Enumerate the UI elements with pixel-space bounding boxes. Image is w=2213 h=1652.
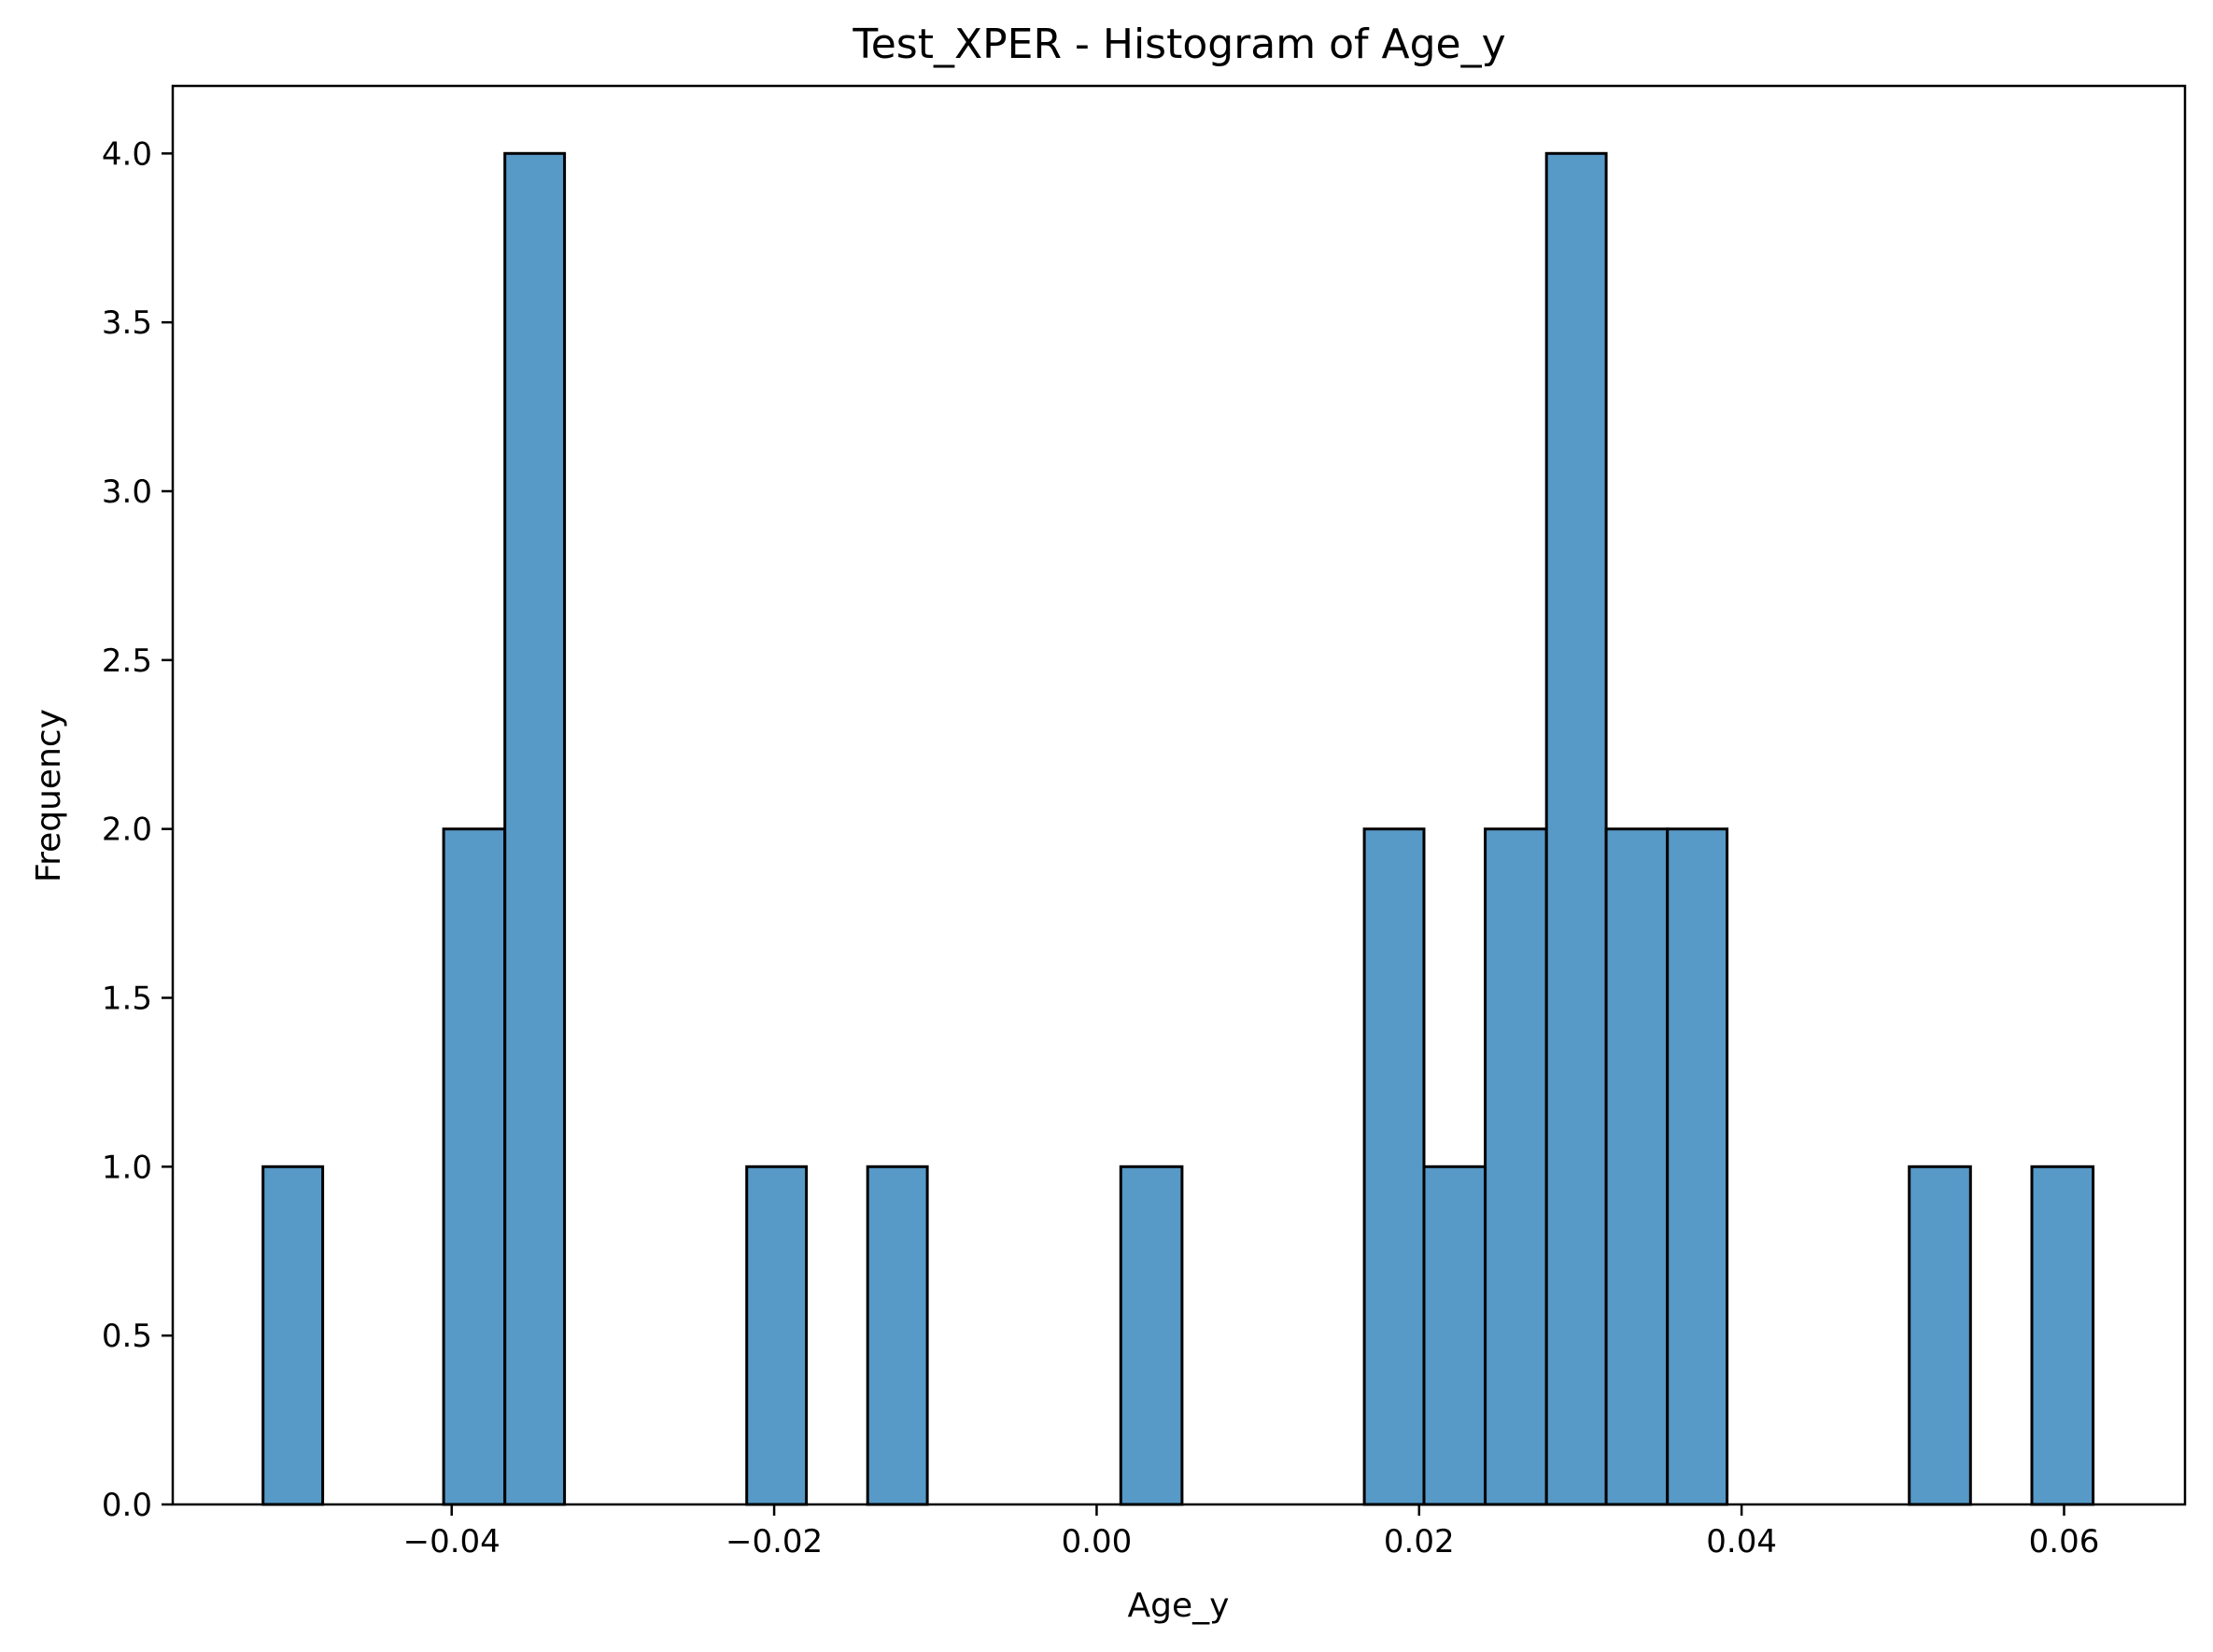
y-tick-label: 2.5 xyxy=(102,642,152,680)
y-ticks-group: 0.0 0.5 1.0 1.5 2.0 2.5 3.0 3.5 4.0 xyxy=(102,135,173,1524)
histogram-bar-20 xyxy=(1484,827,1548,1506)
x-tick-label: 0.00 xyxy=(1062,1523,1133,1560)
y-axis-label: Frequency xyxy=(30,709,68,882)
bars-group xyxy=(261,151,2095,1506)
plot-frame xyxy=(171,84,2187,1506)
y-tick-label: 0.5 xyxy=(102,1318,152,1355)
histogram-bar-19 xyxy=(1422,1165,1487,1506)
histogram-bar-3 xyxy=(442,827,507,1506)
histogram-bar-18 xyxy=(1362,827,1426,1506)
x-ticks-group: −0.04 −0.02 0.00 0.02 0.04 0.06 xyxy=(403,1504,2100,1560)
x-axis-label: Age_y xyxy=(1128,1587,1230,1625)
x-tick-label: 0.02 xyxy=(1384,1523,1455,1560)
histogram-bar-10 xyxy=(866,1165,929,1506)
histogram-bar-21 xyxy=(1544,151,1608,1506)
x-tick-label: 0.06 xyxy=(2029,1523,2100,1560)
histogram-bar-4 xyxy=(503,151,567,1506)
histogram-bar-23 xyxy=(1666,827,1729,1506)
histogram-bar-14 xyxy=(1119,1165,1184,1506)
y-tick-label: 0.0 xyxy=(102,1487,152,1524)
x-tick-label: 0.04 xyxy=(1706,1523,1777,1560)
y-tick-label: 3.5 xyxy=(102,304,152,342)
y-tick-label: 2.0 xyxy=(102,812,152,849)
x-tick-label: −0.02 xyxy=(726,1523,823,1560)
histogram-bar-8 xyxy=(745,1165,809,1506)
chart-title: Test_XPER - Histogram of Age_y xyxy=(852,21,1505,68)
y-tick-label: 3.0 xyxy=(102,473,152,511)
histogram-bar-0 xyxy=(261,1165,325,1506)
histogram-bar-22 xyxy=(1604,827,1670,1506)
y-tick-label: 1.5 xyxy=(102,981,152,1018)
x-tick-label: −0.04 xyxy=(403,1523,500,1560)
y-tick-label: 1.0 xyxy=(102,1149,152,1186)
y-tick-label: 4.0 xyxy=(102,135,152,173)
histogram-bar-29 xyxy=(2030,1165,2095,1506)
histogram-bar-27 xyxy=(1908,1165,1972,1506)
